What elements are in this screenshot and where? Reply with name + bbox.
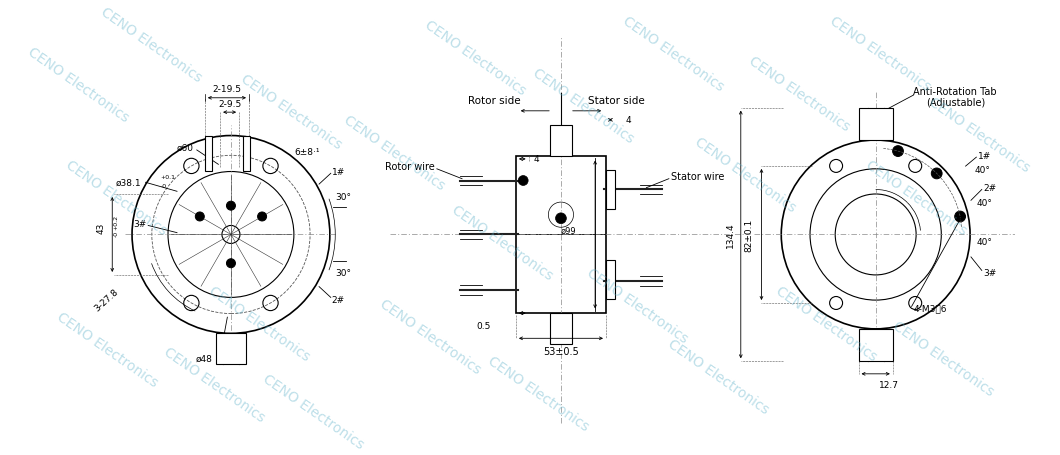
Text: 3-27.8: 3-27.8: [93, 287, 121, 313]
Text: 4: 4: [534, 155, 540, 164]
Text: 2#: 2#: [332, 295, 344, 304]
Text: 82±0.1: 82±0.1: [744, 218, 754, 252]
Text: +0.2: +0.2: [113, 214, 119, 229]
Text: 40°: 40°: [976, 238, 992, 247]
Text: -0: -0: [161, 184, 166, 189]
Text: 6±8·¹: 6±8·¹: [294, 148, 319, 157]
Text: 134.4: 134.4: [725, 222, 735, 248]
Text: CENO Electronics: CENO Electronics: [99, 5, 205, 85]
Circle shape: [195, 212, 205, 222]
Bar: [859, 108, 893, 141]
Text: 4-M3深6: 4-M3深6: [914, 304, 947, 313]
Text: CENO Electronics: CENO Electronics: [341, 112, 447, 192]
Bar: [606, 170, 615, 210]
Text: CENO Electronics: CENO Electronics: [692, 135, 798, 215]
Text: Rotor side: Rotor side: [469, 96, 520, 106]
Text: 30°: 30°: [335, 268, 351, 277]
Text: CENO Electronics: CENO Electronics: [666, 337, 772, 417]
Text: CENO Electronics: CENO Electronics: [423, 18, 529, 98]
Circle shape: [955, 212, 966, 222]
Text: 43: 43: [96, 222, 106, 233]
Circle shape: [227, 202, 235, 211]
Bar: [516, 157, 606, 313]
Text: 2-9.5: 2-9.5: [218, 100, 242, 108]
Circle shape: [933, 171, 940, 177]
Text: CENO Electronics: CENO Electronics: [63, 157, 169, 237]
Bar: [606, 260, 615, 299]
Text: ø99: ø99: [561, 226, 576, 235]
Text: CENO Electronics: CENO Electronics: [238, 72, 344, 152]
Text: CENO Electronics: CENO Electronics: [773, 283, 880, 363]
Text: CENO Electronics: CENO Electronics: [207, 283, 313, 363]
Text: +0.1: +0.1: [161, 174, 176, 179]
Text: Anti-Rotation Tab: Anti-Rotation Tab: [914, 87, 997, 97]
Text: CENO Electronics: CENO Electronics: [926, 95, 1032, 174]
Circle shape: [258, 212, 267, 222]
Text: 12.7: 12.7: [879, 380, 899, 389]
Text: 4: 4: [625, 116, 632, 125]
Bar: [205, 137, 212, 171]
Bar: [216, 334, 246, 364]
Text: CENO Electronics: CENO Electronics: [261, 371, 367, 451]
Text: CENO Electronics: CENO Electronics: [449, 202, 555, 282]
Circle shape: [893, 147, 903, 157]
Text: 1#: 1#: [978, 152, 991, 161]
Text: CENO Electronics: CENO Electronics: [827, 14, 933, 94]
Text: Stator wire: Stator wire: [671, 172, 724, 182]
Text: CENO Electronics: CENO Electronics: [377, 296, 483, 376]
Text: CENO Electronics: CENO Electronics: [584, 265, 690, 345]
Circle shape: [518, 176, 528, 186]
Text: CENO Electronics: CENO Electronics: [54, 310, 160, 390]
Text: CENO Electronics: CENO Electronics: [863, 157, 969, 237]
Text: ø60: ø60: [176, 143, 193, 152]
Bar: [243, 137, 249, 171]
Text: 53±0.5: 53±0.5: [543, 346, 579, 356]
Bar: [550, 126, 571, 157]
Circle shape: [227, 259, 235, 268]
Text: CENO Electronics: CENO Electronics: [162, 344, 268, 424]
Text: 1#: 1#: [332, 167, 344, 177]
Text: Rotor wire: Rotor wire: [386, 162, 435, 172]
Text: 3#: 3#: [984, 268, 996, 277]
Text: Stator side: Stator side: [588, 96, 646, 106]
Text: CENO Electronics: CENO Electronics: [890, 319, 996, 399]
Text: 2#: 2#: [984, 184, 996, 193]
Bar: [550, 313, 571, 344]
Text: CENO Electronics: CENO Electronics: [25, 45, 131, 125]
Text: 0.5: 0.5: [476, 322, 491, 330]
Circle shape: [956, 213, 964, 221]
Text: ø48: ø48: [195, 354, 212, 363]
Bar: [859, 329, 893, 361]
Text: 3#: 3#: [134, 220, 146, 229]
Text: (Adjustable): (Adjustable): [926, 98, 985, 108]
Text: CENO Electronics: CENO Electronics: [620, 14, 726, 94]
Text: 40°: 40°: [974, 166, 990, 175]
Text: 2-19.5: 2-19.5: [213, 85, 242, 94]
Circle shape: [895, 148, 902, 155]
Text: CENO Electronics: CENO Electronics: [485, 353, 591, 433]
Text: -0: -0: [113, 230, 119, 236]
Circle shape: [932, 169, 942, 179]
Text: ø38.1: ø38.1: [116, 178, 141, 187]
Text: CENO Electronics: CENO Electronics: [530, 66, 636, 146]
Text: 30°: 30°: [335, 193, 351, 202]
Text: CENO Electronics: CENO Electronics: [746, 54, 852, 134]
Circle shape: [555, 213, 566, 224]
Text: 40°: 40°: [976, 198, 992, 207]
